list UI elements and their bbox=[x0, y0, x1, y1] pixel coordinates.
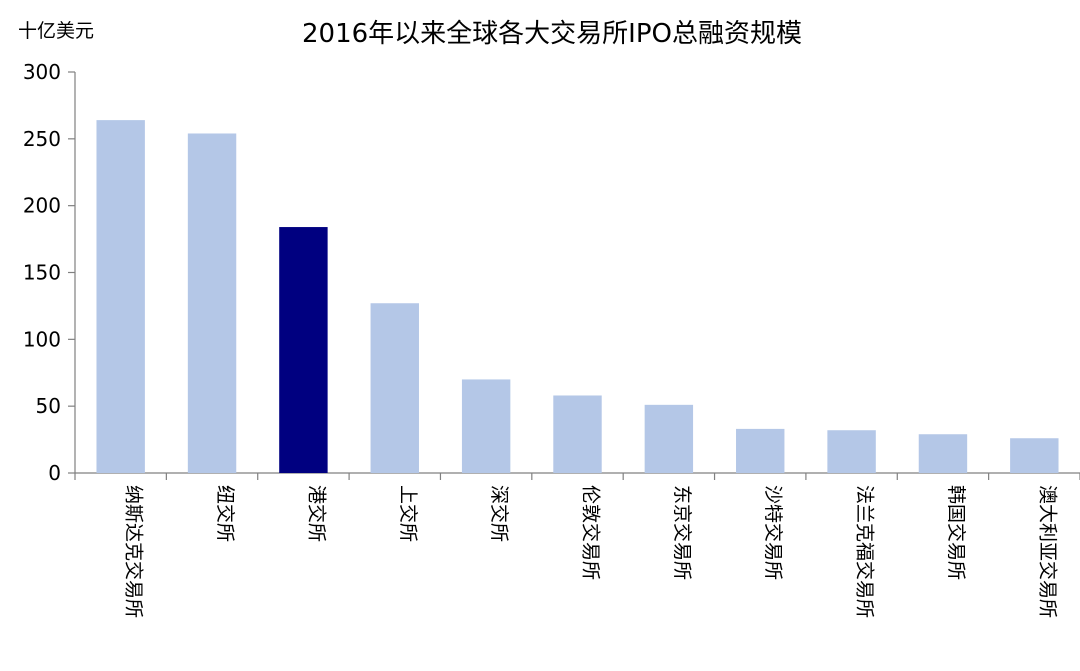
y-tick-label: 50 bbox=[36, 394, 61, 418]
bars bbox=[96, 120, 1059, 474]
bar bbox=[279, 227, 328, 473]
x-tick-label: 伦敦交易所 bbox=[580, 485, 602, 580]
bar bbox=[370, 303, 419, 473]
x-tick-label: 法兰克福交易所 bbox=[854, 485, 876, 618]
x-tick-label: 深交所 bbox=[488, 485, 510, 542]
y-tick-label: 200 bbox=[23, 194, 61, 218]
bar bbox=[644, 404, 694, 473]
x-tick-label: 港交所 bbox=[305, 485, 327, 542]
x-tick-label: 沙特交易所 bbox=[762, 485, 784, 580]
x-tick-label: 上交所 bbox=[397, 485, 419, 542]
bar bbox=[1010, 438, 1059, 473]
labels: 0 50 100 150 200 250 300 纳斯达克交易所 纽交所 港交所 上交所 深交所 伦敦交… bbox=[23, 60, 1059, 618]
y-tick-label: 300 bbox=[23, 60, 61, 84]
y-tick-label: 100 bbox=[23, 327, 61, 351]
y-tick-label: 0 bbox=[48, 461, 61, 485]
bar bbox=[187, 133, 237, 473]
y-unit-label: 十亿美元 bbox=[18, 20, 94, 42]
x-tick-label: 澳大利亚交易所 bbox=[1036, 485, 1058, 618]
x-tick-label: 东京交易所 bbox=[671, 485, 693, 580]
x-tick-label: 韩国交易所 bbox=[945, 485, 967, 580]
x-tick-label: 纳斯达克交易所 bbox=[123, 485, 145, 618]
bar bbox=[96, 120, 145, 474]
bar bbox=[553, 395, 602, 473]
chart-title: 2016年以来全球各大交易所IPO总融资规模 bbox=[302, 19, 802, 49]
y-tick-label: 150 bbox=[23, 261, 61, 285]
bar bbox=[827, 430, 876, 473]
bar bbox=[461, 379, 511, 473]
x-tick-label: 纽交所 bbox=[214, 485, 236, 542]
bar bbox=[736, 428, 785, 473]
bar bbox=[918, 434, 968, 473]
y-tick-label: 250 bbox=[23, 127, 61, 151]
